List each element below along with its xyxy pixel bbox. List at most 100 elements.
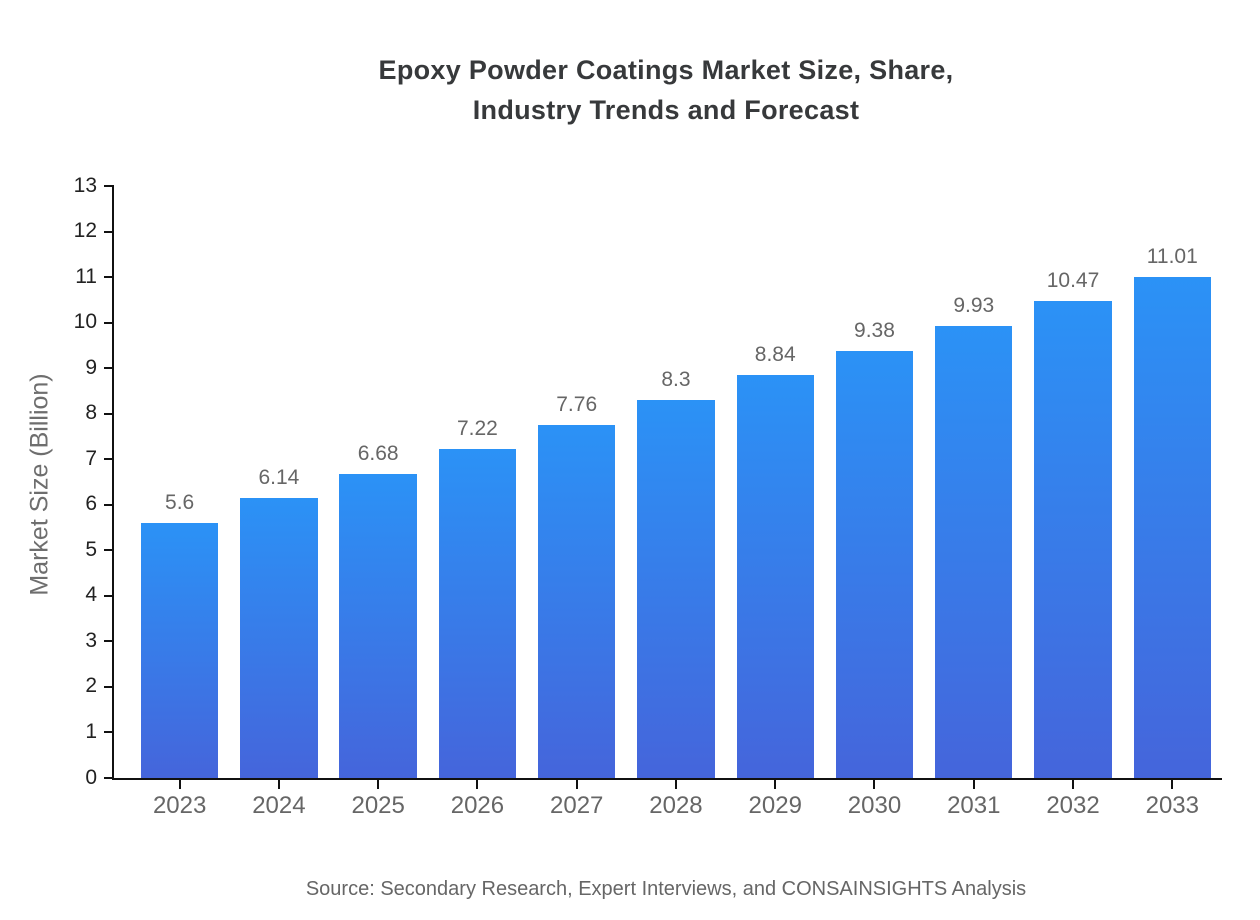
bar-2023 bbox=[140, 523, 219, 778]
x-tick-mark bbox=[1072, 780, 1075, 789]
y-tick-mark bbox=[104, 685, 114, 688]
x-tick-label-2023: 2023 bbox=[152, 792, 207, 819]
x-tick-mark bbox=[1171, 780, 1174, 789]
bar-column-2028: 8.3 2028 bbox=[626, 186, 725, 819]
x-tick-mark bbox=[575, 780, 578, 789]
x-tick-label-2032: 2032 bbox=[1046, 792, 1100, 819]
x-tick-label-2025: 2025 bbox=[351, 792, 405, 819]
x-tick-mark bbox=[277, 780, 280, 789]
y-tick-mark bbox=[104, 503, 114, 506]
y-tick-mark bbox=[104, 321, 114, 324]
bar-value-label: 9.93 bbox=[953, 293, 995, 317]
chart-title-line-2: Industry Trends and Forecast bbox=[472, 95, 860, 125]
bars-row: 5.6 2023 6.14 2024 6.68 2025 7.22 2026 7.76 2027 8… bbox=[114, 186, 1222, 819]
y-tick-label: 12 bbox=[73, 219, 97, 243]
x-tick-label-2030: 2030 bbox=[847, 792, 902, 819]
y-tick-mark bbox=[104, 458, 114, 461]
bar-column-2026: 7.22 2026 bbox=[428, 186, 527, 819]
plot-area: 0 1 2 3 4 5 6 7 8 9 10 11 12 13 5.6 2023 6.14 2024 6.68 20… bbox=[74, 175, 1222, 819]
bar-column-2027: 7.76 2027 bbox=[527, 186, 626, 819]
x-tick-label-2029: 2029 bbox=[748, 792, 802, 819]
x-tick-label-2033: 2033 bbox=[1145, 792, 1199, 819]
y-axis-title: Market Size (Billion) bbox=[25, 373, 54, 596]
y-tick-label: 3 bbox=[85, 628, 97, 652]
y-tick-label: 4 bbox=[85, 583, 97, 607]
x-tick-label-2027: 2027 bbox=[550, 792, 604, 819]
y-tick-label: 5 bbox=[85, 537, 97, 561]
chart-title-line-1: Epoxy Powder Coatings Market Size, Share… bbox=[378, 55, 954, 85]
bar-column-2033: 11.01 2033 bbox=[1123, 186, 1222, 819]
y-tick-11: 11 bbox=[75, 266, 114, 287]
bar-column-2024: 6.14 2024 bbox=[229, 186, 328, 819]
bar-2031 bbox=[935, 325, 1013, 778]
y-tick-4: 4 bbox=[85, 584, 114, 605]
y-tick-12: 12 bbox=[74, 220, 114, 241]
y-tick-label: 7 bbox=[85, 446, 97, 470]
y-tick-label: 0 bbox=[85, 765, 97, 789]
bar-column-2030: 9.38 2030 bbox=[825, 186, 924, 819]
x-tick-mark bbox=[972, 780, 975, 789]
bar-column-2032: 10.47 2032 bbox=[1023, 186, 1122, 819]
bar-value-label: 6.68 bbox=[357, 441, 399, 465]
y-tick-label: 1 bbox=[85, 719, 97, 743]
bar-value-label: 8.84 bbox=[754, 343, 796, 367]
y-tick-mark bbox=[104, 185, 114, 187]
x-tick-mark bbox=[178, 780, 181, 789]
source-note: Source: Secondary Research, Expert Inter… bbox=[305, 878, 1027, 900]
y-tick-label: 11 bbox=[75, 264, 97, 288]
x-tick-mark bbox=[476, 780, 479, 789]
bar-value-label: 9.38 bbox=[854, 318, 895, 342]
bar-2033 bbox=[1133, 276, 1211, 778]
bar-2024 bbox=[240, 498, 318, 778]
y-tick-mark bbox=[104, 412, 114, 415]
x-tick-mark bbox=[774, 780, 777, 789]
chart-title: Epoxy Powder Coatings Market Size, Share… bbox=[110, 50, 1222, 130]
y-tick-mark bbox=[104, 731, 114, 734]
bar-2026 bbox=[438, 449, 517, 778]
y-tick-9: 9 bbox=[85, 357, 114, 378]
bar-2028 bbox=[637, 400, 715, 778]
y-tick-mark bbox=[104, 594, 114, 597]
bar-2025 bbox=[339, 473, 417, 778]
x-tick-label-2024: 2024 bbox=[252, 792, 306, 819]
y-tick-1: 1 bbox=[85, 721, 114, 742]
y-tick-7: 7 bbox=[85, 448, 114, 469]
y-tick-mark bbox=[104, 230, 114, 233]
y-tick-13: 13 bbox=[74, 175, 114, 196]
y-tick-label: 10 bbox=[73, 310, 97, 334]
x-tick-label-2028: 2028 bbox=[649, 792, 703, 819]
bar-2029 bbox=[736, 375, 814, 778]
y-tick-mark bbox=[104, 367, 114, 370]
bar-value-label: 8.3 bbox=[661, 368, 691, 392]
y-tick-6: 6 bbox=[85, 493, 114, 514]
bar-value-label: 11.01 bbox=[1146, 244, 1198, 268]
y-tick-mark bbox=[104, 549, 114, 552]
y-tick-label: 9 bbox=[85, 355, 97, 379]
y-tick-mark bbox=[104, 276, 114, 279]
y-tick-8: 8 bbox=[85, 402, 114, 423]
bar-value-label: 10.47 bbox=[1046, 269, 1100, 293]
x-tick-mark bbox=[674, 780, 677, 789]
bar-2030 bbox=[835, 350, 914, 778]
bar-2032 bbox=[1034, 301, 1112, 778]
bar-column-2029: 8.84 2029 bbox=[726, 186, 825, 819]
bar-2027 bbox=[537, 424, 616, 778]
y-tick-label: 2 bbox=[85, 674, 97, 698]
y-tick-5: 5 bbox=[85, 539, 114, 560]
bar-value-label: 7.76 bbox=[556, 392, 598, 416]
y-tick-0: 0 bbox=[85, 767, 114, 788]
x-tick-label-2031: 2031 bbox=[947, 792, 1001, 819]
y-tick-mark bbox=[104, 640, 114, 643]
bar-value-label: 5.6 bbox=[165, 491, 195, 514]
x-tick-label-2026: 2026 bbox=[450, 792, 505, 819]
bar-value-label: 7.22 bbox=[456, 417, 498, 441]
bar-column-2031: 9.93 2031 bbox=[924, 186, 1023, 819]
y-tick-10: 10 bbox=[74, 311, 114, 332]
y-tick-label: 8 bbox=[85, 401, 97, 425]
y-tick-label: 6 bbox=[85, 492, 97, 516]
y-tick-3: 3 bbox=[85, 630, 114, 651]
bar-value-label: 6.14 bbox=[258, 466, 300, 490]
bar-column-2023: 5.6 2023 bbox=[130, 186, 229, 819]
y-tick-2: 2 bbox=[85, 675, 114, 696]
